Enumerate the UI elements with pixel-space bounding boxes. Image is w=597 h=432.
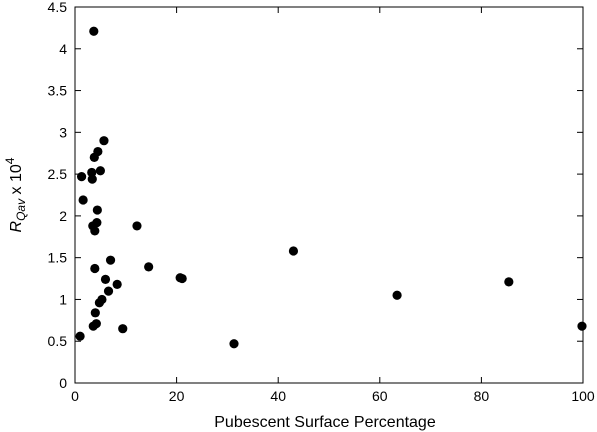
y-axis-label-text: x 10 [8,164,25,199]
y-tick-label: 4 [59,41,67,57]
y-tick-label: 0 [59,375,67,391]
data-point [90,308,100,318]
data-point [92,217,102,228]
data-point [99,136,109,146]
data-point [118,324,128,334]
data-point [92,205,102,215]
y-tick-label: 4.5 [48,0,68,15]
y-tick-label: 2.5 [48,166,68,182]
y-tick-label: 2 [59,208,67,224]
axis-ticks [74,6,584,384]
data-point [112,279,122,290]
data-point [105,255,116,265]
x-tick-label: 0 [71,388,79,404]
y-axis-label-symbol: R [8,220,25,232]
axis-tick-labels: 0 20 40 60 80 100 0 0.5 1 1.5 2 2.5 3 3.5 4 4.5 [48,0,595,404]
data-point [93,146,103,157]
x-tick-label: 20 [169,388,185,404]
y-axis-label: RQav x 104 [3,157,28,232]
data-point [97,294,107,305]
data-point [229,339,239,349]
data-point [75,331,85,341]
y-tick-label: 1 [59,291,67,307]
y-tick-label: 3.5 [48,83,68,99]
data-point [89,26,99,36]
y-axis-label-subscript: Qav [14,198,28,221]
x-tick-label: 80 [474,388,490,404]
data-point [144,262,154,272]
plot-frame [74,6,584,384]
data-point [95,166,105,176]
data-points [75,26,587,349]
x-tick-label: 60 [372,388,388,404]
data-point [132,221,142,231]
data-point [504,277,514,287]
data-point [577,321,587,331]
data-point [91,319,101,329]
data-point [288,246,299,256]
data-point [90,263,100,274]
data-point [100,274,111,284]
x-axis-label: Pubescent Surface Percentage [214,414,436,431]
x-tick-label: 40 [270,388,286,404]
y-axis-label-superscript: 4 [3,157,17,164]
data-point [90,226,100,236]
y-tick-label: 3 [59,124,67,140]
data-point [392,290,402,300]
y-tick-label: 1.5 [48,250,68,266]
data-point [87,174,97,184]
data-point [77,172,87,182]
data-point [103,286,114,296]
data-point [78,195,88,205]
data-point [177,273,187,284]
data-point [87,167,97,178]
x-tick-label: 100 [571,388,595,404]
y-tick-label: 0.5 [48,333,68,349]
